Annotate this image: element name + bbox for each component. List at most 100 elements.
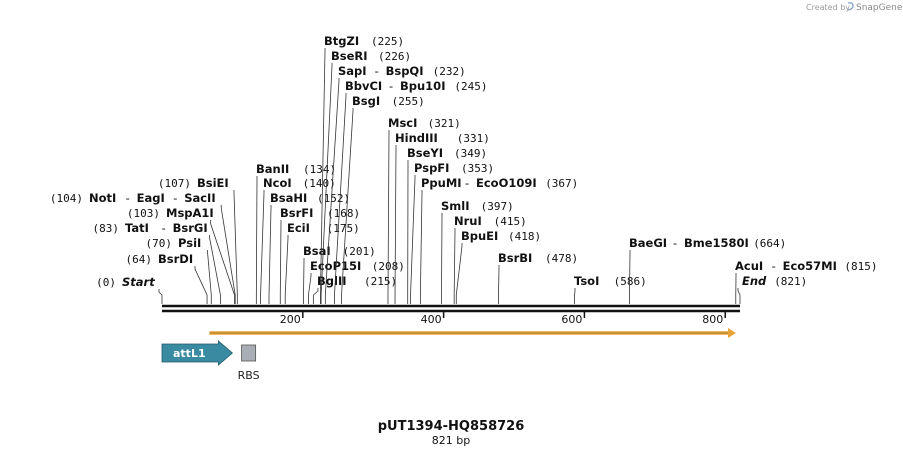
site-bsahi[interactable]: BsaHI (152) (268, 191, 350, 304)
site-name: NruI (454, 214, 482, 228)
site-name: Eco57MI (783, 259, 837, 273)
ruler-tick-label: 200 (280, 313, 301, 326)
site-name: BglII (317, 274, 347, 288)
site-position: (104) (50, 192, 83, 205)
site-name: TsoI (574, 274, 599, 288)
site-bsrfi[interactable]: BsrFI (168) (279, 206, 360, 304)
site-separator: - (375, 64, 379, 78)
ruler: 200 400 600 800 (280, 312, 726, 326)
site-position: (107) (158, 177, 191, 190)
site-name: BseRI (331, 49, 368, 63)
site-position: (226) (378, 50, 411, 63)
restriction-sites: (0) Start(64) BsrDI(70) PsiI(83) TatI - BsrGI(… (50, 34, 878, 304)
site-line (255, 176, 258, 304)
site-ncoi[interactable]: NcoI (140) (260, 176, 336, 304)
site-smli[interactable]: SmlI (397) (441, 199, 514, 304)
site-name: BsrFI (280, 206, 313, 220)
site-line (387, 130, 390, 304)
site-position: (664) (753, 237, 786, 250)
site-position: (331) (457, 132, 490, 145)
site-name: Bme1580I (684, 236, 749, 250)
site-name: NcoI (263, 176, 292, 190)
site-separator: - (673, 236, 677, 250)
site-line (209, 220, 235, 304)
site-start[interactable]: (0) Start (96, 275, 163, 304)
site-name: AcuI (735, 259, 763, 273)
site-bseri[interactable]: BseRI (226) (320, 49, 411, 304)
site-line (341, 108, 354, 304)
site-position: (83) (93, 222, 120, 235)
site-psii[interactable]: (70) PsiI (146, 236, 212, 304)
site-bsrdi[interactable]: (64) BsrDI (126, 252, 208, 304)
site-banii[interactable]: BanII (134) (255, 162, 336, 304)
site-bsgi[interactable]: BsgI (255) (341, 94, 425, 304)
feature-attl1[interactable]: attL1 (161, 340, 234, 366)
feature-rbs[interactable]: RBS (238, 344, 260, 382)
site-line (419, 190, 423, 304)
site-position: (215) (364, 275, 397, 288)
site-ppumi[interactable]: PpuMI - EcoO109I (367) (419, 176, 578, 304)
site-name: BseYI (407, 146, 443, 160)
site-bseyi[interactable]: BseYI (349) (407, 146, 487, 304)
site-bglii[interactable]: BglII (215) (312, 274, 397, 304)
site-position: (201) (343, 245, 376, 258)
site-end[interactable]: End (821) (737, 274, 807, 304)
site-tsoi[interactable]: TsoI (586) (574, 274, 647, 304)
site-position: (232) (433, 65, 466, 78)
site-btgzi[interactable]: BtgZI (225) (320, 34, 404, 304)
site-msci[interactable]: MscI (321) (387, 116, 461, 304)
site-position: (418) (508, 230, 541, 243)
site-line (260, 190, 265, 304)
site-name: BpuEI (461, 229, 498, 243)
site-sapi[interactable]: SapI - BspQI (232) (324, 64, 466, 304)
site-position: (140) (303, 177, 336, 190)
site-position: (353) (461, 162, 494, 175)
site-position: (397) (481, 200, 514, 213)
snapgene-credit: Created by SnapGene (806, 2, 903, 13)
site-position: (415) (494, 215, 527, 228)
site-nrui[interactable]: NruI (415) (453, 214, 527, 304)
site-name: NotI (89, 191, 116, 205)
site-line (279, 220, 282, 304)
site-name: Bpu10I (400, 79, 445, 93)
site-name: BbvCI (345, 79, 382, 93)
site-bbvci[interactable]: BbvCI - Bpu10I (245) (334, 79, 488, 304)
site-name: BsiEI (197, 176, 229, 190)
sequence-backbone (162, 304, 740, 313)
site-ecii[interactable]: EciI (175) (284, 221, 360, 304)
site-mspa1i[interactable]: (103) MspA1I (127, 206, 235, 304)
site-line (209, 235, 221, 304)
site-name: MscI (388, 116, 417, 130)
site-pspfi[interactable]: PspFI (353) (410, 161, 495, 304)
site-name: BspQI (386, 64, 424, 78)
site-bpuei[interactable]: BpuEI (418) (455, 229, 541, 304)
site-separator: - (126, 191, 130, 205)
sequence-length: 821 bp (432, 434, 470, 447)
site-position: (367) (545, 177, 578, 190)
site-line (320, 63, 333, 304)
site-position: (168) (327, 207, 360, 220)
site-name: BtgZI (324, 34, 359, 48)
site-baegi[interactable]: BaeGI - Bme1580I (664) (629, 236, 786, 304)
site-name: BsgI (352, 94, 380, 108)
sequence-title: pUT1394-HQ858726 (378, 419, 525, 434)
site-tati[interactable]: (83) TatI - BsrGI (93, 221, 221, 304)
site-bsiei[interactable]: (107) BsiEI (158, 176, 238, 304)
orf-arrow[interactable] (209, 328, 736, 338)
site-noti[interactable]: (104) NotI - EagI - SacII (50, 191, 236, 304)
site-line (284, 235, 289, 304)
site-name: SapI (338, 64, 367, 78)
site-line (312, 288, 319, 304)
site-position: (349) (454, 147, 487, 160)
site-name: PpuMI (421, 176, 462, 190)
site-line (455, 243, 463, 304)
site-acui[interactable]: AcuI - Eco57MI (815) (735, 259, 878, 304)
site-hindiii[interactable]: HindIII (331) (394, 131, 490, 304)
site-name: HindIII (395, 131, 438, 145)
site-name: TatI (125, 221, 149, 235)
site-bsrbi[interactable]: BsrBI (478) (498, 251, 578, 304)
site-line (320, 48, 326, 304)
site-name: BsrBI (498, 251, 532, 265)
site-line (629, 250, 631, 304)
